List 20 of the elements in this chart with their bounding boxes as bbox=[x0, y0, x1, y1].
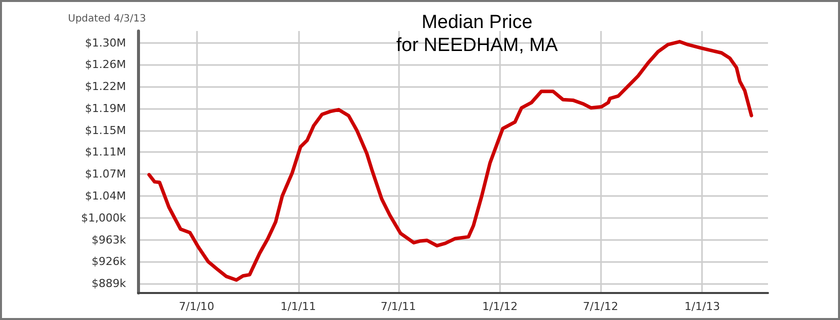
y-tick-label: $963k bbox=[92, 233, 127, 246]
x-tick-label: 1/1/13 bbox=[684, 300, 720, 313]
x-tick-label: 1/1/12 bbox=[482, 300, 518, 313]
y-tick-label: $1.19M bbox=[85, 102, 126, 115]
x-tick-label: 7/1/11 bbox=[380, 300, 416, 313]
y-tick-label: $1.07M bbox=[85, 168, 126, 181]
y-tick-label: $1,000k bbox=[81, 211, 127, 224]
y-tick-label: $1.15M bbox=[85, 124, 126, 137]
y-tick-label: $1.11M bbox=[85, 146, 126, 159]
y-tick-label: $1.30M bbox=[85, 36, 126, 50]
x-tick-label: 7/1/12 bbox=[582, 300, 618, 313]
x-tick-label: 1/1/11 bbox=[280, 300, 316, 313]
y-tick-label: $1.04M bbox=[85, 190, 126, 203]
y-tick-label: $1.22M bbox=[85, 80, 126, 94]
y-tick-label: $1.26M bbox=[85, 58, 126, 72]
y-tick-label: $889k bbox=[92, 277, 127, 290]
text: Updated 4/3/13 bbox=[68, 14, 146, 24]
x-tick-label: 7/1/10 bbox=[178, 300, 214, 313]
y-tick-label: $926k bbox=[92, 255, 127, 268]
chart-title: Median Price for NEEDHAM, MA bbox=[396, 12, 558, 56]
